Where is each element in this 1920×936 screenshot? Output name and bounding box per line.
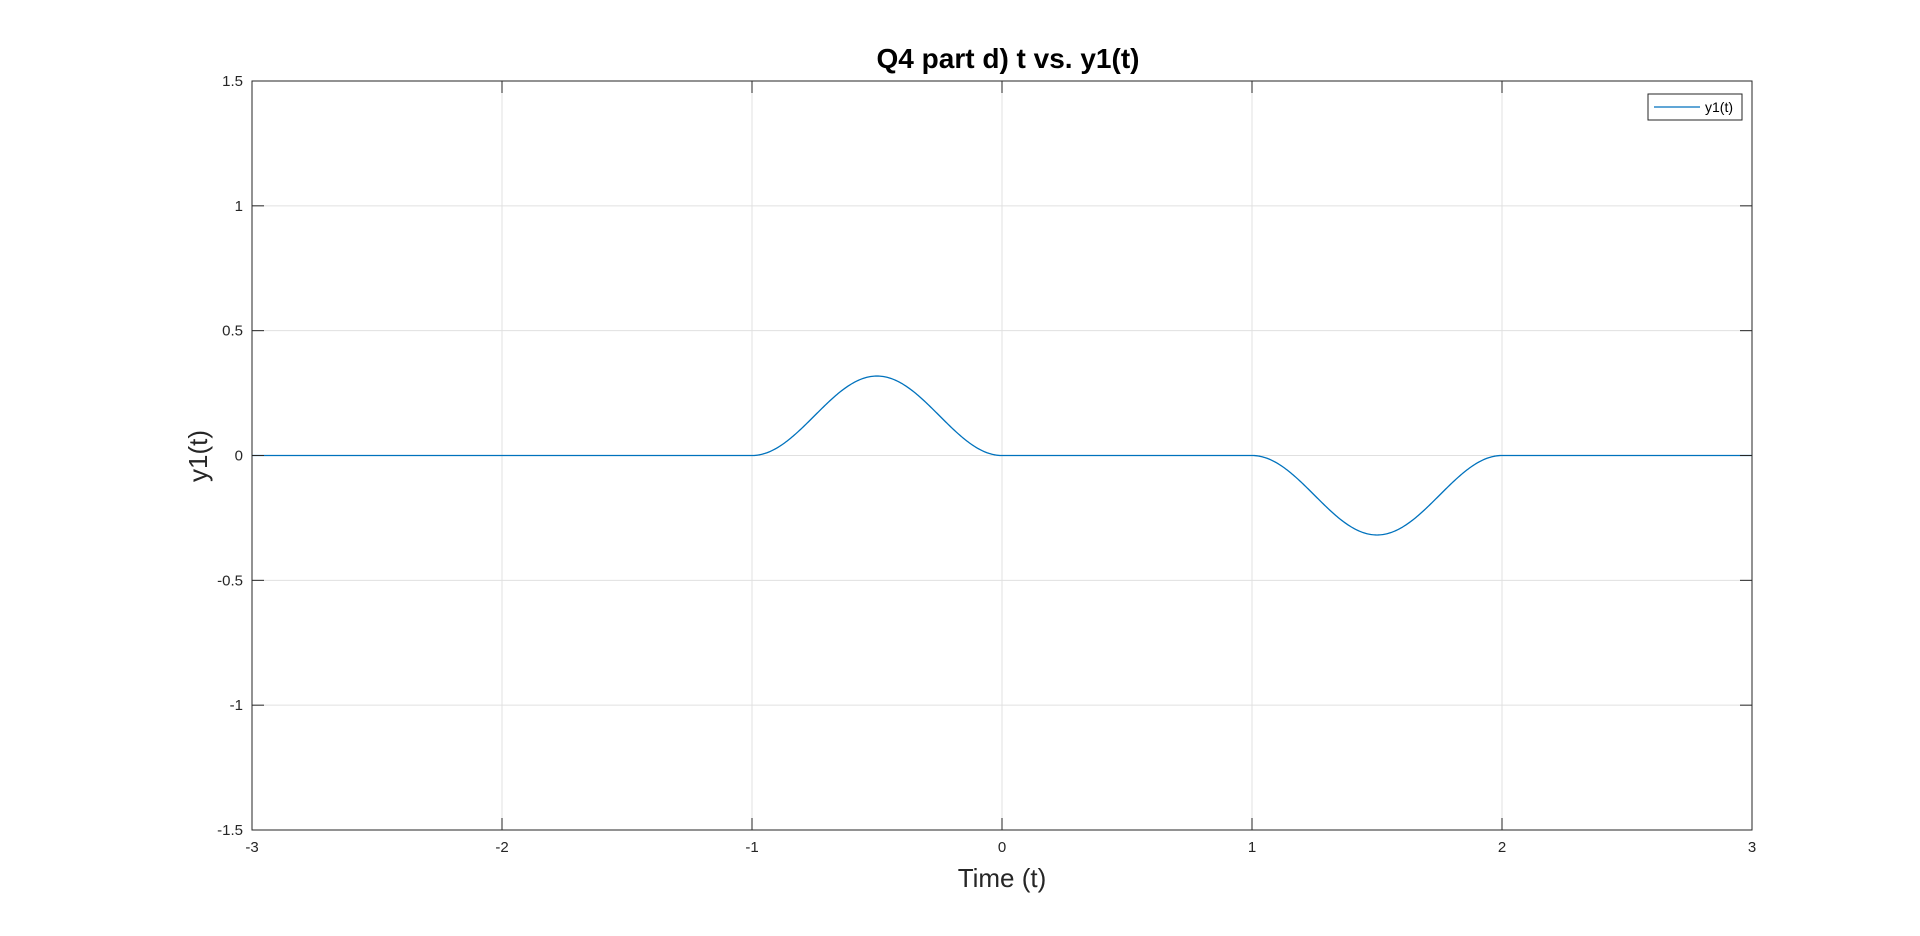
x-tick-label: -3 [245,839,258,856]
y-tick-label: 0.5 [222,323,243,340]
y-tick-label: 0 [235,448,243,465]
series-layer [252,375,1752,536]
y-axis-label: y1(t) [183,430,213,482]
x-tick-label: 0 [998,839,1006,856]
x-tick-label: -2 [495,839,508,856]
x-tick-label: 2 [1498,839,1506,856]
x-tick-label: 1 [1248,839,1256,856]
x-tick-label: -1 [745,839,758,856]
x-axis-label: Time (t) [958,863,1047,893]
legend-entry-label: y1(t) [1705,99,1733,115]
y-tick-label: 1.5 [222,73,243,90]
y-tick-label: -1.5 [217,822,243,839]
plot-area: -3 -2 -1 0 1 2 3 -1.5 -1 -0.5 0 0.5 1 1.5 [217,73,1756,856]
legend: y1(t) [1647,93,1743,121]
ticks: -3 -2 -1 0 1 2 3 -1.5 -1 -0.5 0 0.5 1 1.5 [217,73,1756,856]
chart-title: Q4 part d) t vs. y1(t) [877,43,1140,74]
y-tick-label: 1 [235,198,243,215]
y-tick-label: -0.5 [217,572,243,589]
series-line-y1 [252,375,1752,536]
x-tick-label: 3 [1748,839,1756,856]
y-tick-label: -1 [230,697,243,714]
